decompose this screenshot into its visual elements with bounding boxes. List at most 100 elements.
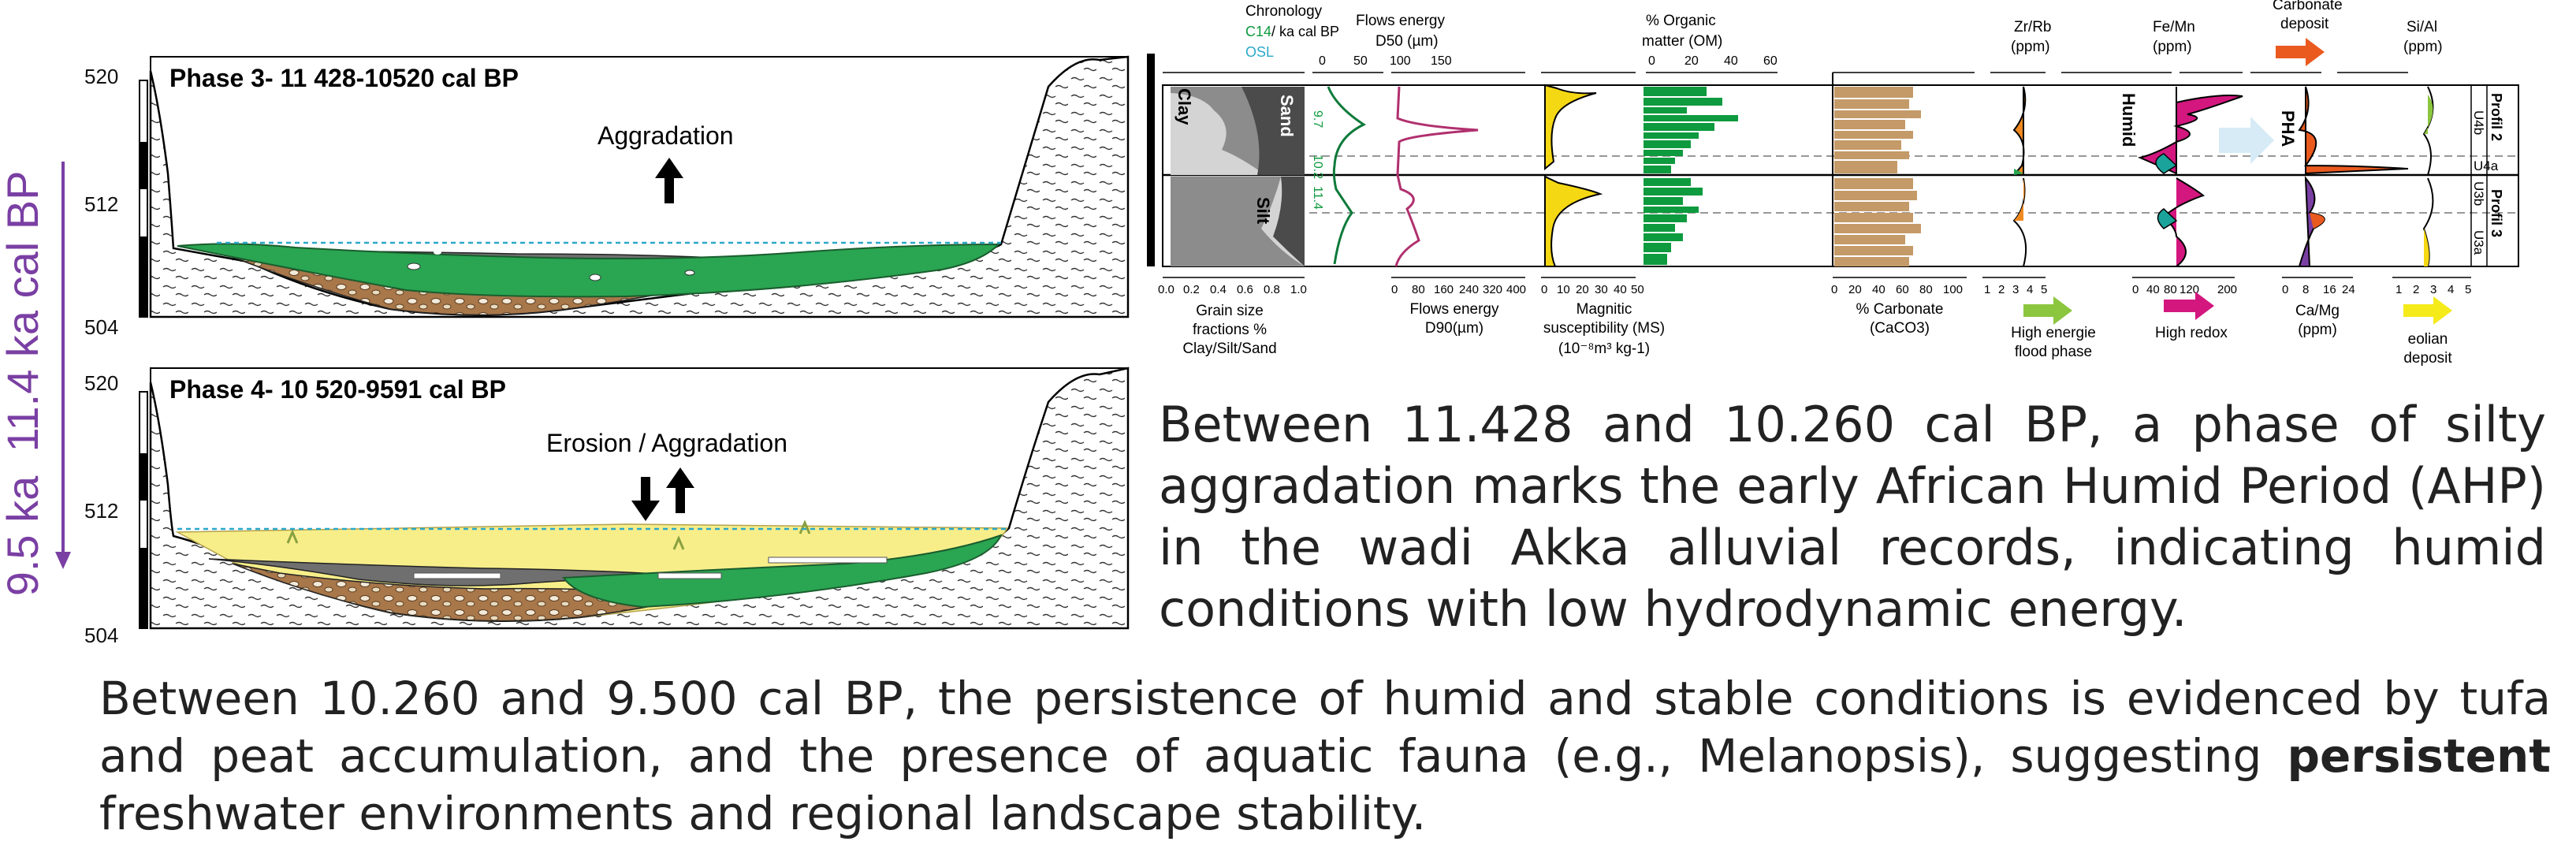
- elev-512: 512: [84, 192, 118, 216]
- redox-label: High redox: [2155, 325, 2228, 341]
- om-tick-0: 0: [1648, 54, 1655, 68]
- humid-arrow-icon: [2219, 117, 2274, 164]
- carb-tick: 80: [1919, 283, 1933, 296]
- osl-label: OSL: [1245, 44, 1274, 60]
- flood-arrow-icon: [2023, 296, 2072, 325]
- flood-label: High energie: [2011, 325, 2096, 341]
- om-tick-60: 60: [1763, 54, 1778, 68]
- grain-label: Grain size: [1196, 303, 1264, 319]
- sial-tick: 5: [2465, 283, 2471, 296]
- camg-label-2: (ppm): [2298, 322, 2337, 338]
- paragraph-phase3: Between 11.428 and 10.260 cal BP, a phas…: [1159, 396, 2546, 638]
- femn-tick: 80: [2164, 283, 2177, 296]
- camg-tick: 8: [2302, 283, 2309, 296]
- grain-tick: 0.8: [1264, 283, 1280, 296]
- ka-label: / ka cal BP: [1271, 24, 1339, 39]
- zrrb-header: Zr/Rb: [2014, 19, 2052, 35]
- d90-tick: 80: [1412, 283, 1425, 296]
- sial-tick: 3: [2430, 283, 2436, 296]
- om-header: % Organic: [1646, 13, 1716, 29]
- d90-tick: 400: [1506, 283, 1526, 296]
- carb-label-2: (CaCO3): [1870, 320, 1930, 337]
- age-label-bottom: 9.5 ka: [0, 475, 47, 596]
- phase4-process-label: Erosion / Aggradation: [546, 429, 787, 457]
- eolian-arrow-icon: [2403, 296, 2452, 325]
- d50-header-2: D50 (µm): [1375, 33, 1439, 50]
- paragraph-phase4: Between 10.260 and 9.500 cal BP, the per…: [99, 670, 2551, 843]
- om-tick-20: 20: [1684, 54, 1699, 68]
- ms-label-2: susceptibility (MS): [1543, 320, 1665, 337]
- carb-label: % Carbonate: [1856, 301, 1944, 318]
- clay-label: Clay: [1174, 88, 1194, 125]
- phase3-cross-section: 520 512 504 Phase 3- 11 428-10520 cal BP…: [84, 55, 1130, 339]
- camg-label: Ca/Mg: [2295, 303, 2340, 319]
- d90-label-2: D90(µm): [1425, 320, 1483, 337]
- d50-tick-100: 100: [1390, 54, 1411, 68]
- date-10-2: 10.2: [1311, 155, 1324, 179]
- timeline-axis: 11.4 ka cal BP 9.5 ka: [0, 162, 71, 596]
- elev-520: 520: [84, 371, 118, 395]
- carb-tick: 40: [1872, 283, 1885, 296]
- up-arrow-icon: [655, 158, 683, 203]
- sial-tick: 4: [2448, 283, 2454, 296]
- pha-label: PHA: [2278, 110, 2298, 147]
- zrrb-tick: 5: [2041, 283, 2047, 296]
- femn-header-2: (ppm): [2153, 39, 2192, 55]
- grain-tick: 0.2: [1183, 283, 1200, 296]
- c14-label: C14: [1245, 24, 1271, 39]
- proxy-panel: 2 1 0 2 Chronology C14/ ka cal BP OSL Fl…: [1147, 0, 2519, 367]
- grain-tick: 0.0: [1158, 283, 1174, 296]
- date-9-7: 9.7: [1311, 110, 1324, 128]
- femn-tick: 200: [2217, 283, 2237, 296]
- chronology-header: Chronology: [1245, 3, 1323, 20]
- phase4-title: Phase 4- 10 520-9591 cal BP: [169, 375, 506, 404]
- zrrb-tick: 4: [2027, 283, 2033, 296]
- elev-504: 504: [84, 315, 118, 339]
- carb-deposit-header-2: deposit: [2280, 16, 2329, 32]
- camg-tick: 16: [2323, 283, 2336, 296]
- grain-label-2: fractions %: [1193, 322, 1267, 338]
- ms-tick: 10: [1557, 283, 1570, 296]
- ms-tick: 40: [1614, 283, 1627, 296]
- zrrb-tick: 2: [1998, 283, 2005, 296]
- paragraph-phase4-bold: persistent: [2287, 729, 2551, 783]
- grain-tick: 0.4: [1210, 283, 1227, 296]
- date-11-4: 11.4: [1311, 186, 1324, 210]
- up-arrow-icon: [666, 467, 694, 513]
- unit-u4a: U4a: [2474, 158, 2499, 173]
- grain-tick: 0.6: [1237, 283, 1253, 296]
- femn-tick: 40: [2146, 283, 2160, 296]
- sial-header: Si/Al: [2407, 19, 2437, 35]
- sial-header-2: (ppm): [2403, 39, 2443, 55]
- paragraph-phase4-after: freshwater environments and regional lan…: [99, 787, 1427, 840]
- d90-tick: 240: [1459, 283, 1479, 296]
- d90-label: Flows energy: [1410, 301, 1499, 318]
- d90-tick: 160: [1434, 283, 1454, 296]
- om-tick-40: 40: [1724, 54, 1738, 68]
- unit-u3a: U3a: [2471, 230, 2486, 255]
- elev-504: 504: [84, 624, 118, 647]
- elev-520: 520: [84, 65, 118, 88]
- eolian-label-2: deposit: [2403, 350, 2452, 367]
- grain-label-3: Clay/Silt/Sand: [1182, 341, 1276, 357]
- ms-tick: 0: [1541, 283, 1547, 296]
- zrrb-tick: 3: [2012, 283, 2019, 296]
- femn-header: Fe/Mn: [2153, 19, 2195, 35]
- ms-label: Magnitic: [1576, 301, 1632, 318]
- eolian-label: eolian: [2408, 331, 2448, 348]
- flood-label-2: flood phase: [2015, 344, 2092, 360]
- phase4-cross-section: 520 512 504 Phase 4- 10 520-9591 cal BP …: [84, 367, 1130, 647]
- d90-tick: 0: [1391, 283, 1398, 296]
- phase3-process-label: Aggradation: [597, 121, 734, 150]
- ms-tick: 20: [1576, 283, 1589, 296]
- phase3-title: Phase 3- 11 428-10520 cal BP: [169, 64, 519, 92]
- ms-tick: 30: [1595, 283, 1608, 296]
- age-label-top: 11.4 ka cal BP: [0, 171, 47, 452]
- paragraph-phase4-before: Between 10.260 and 9.500 cal BP, the per…: [99, 672, 2551, 783]
- carb-tick: 20: [1848, 283, 1862, 296]
- carb-tick: 100: [1943, 283, 1963, 296]
- silt-label: Silt: [1253, 197, 1273, 225]
- chronology-header-line2: C14/ ka cal BP: [1245, 24, 1339, 39]
- grain-tick: 1.0: [1290, 283, 1307, 296]
- sial-tick: 2: [2413, 283, 2419, 296]
